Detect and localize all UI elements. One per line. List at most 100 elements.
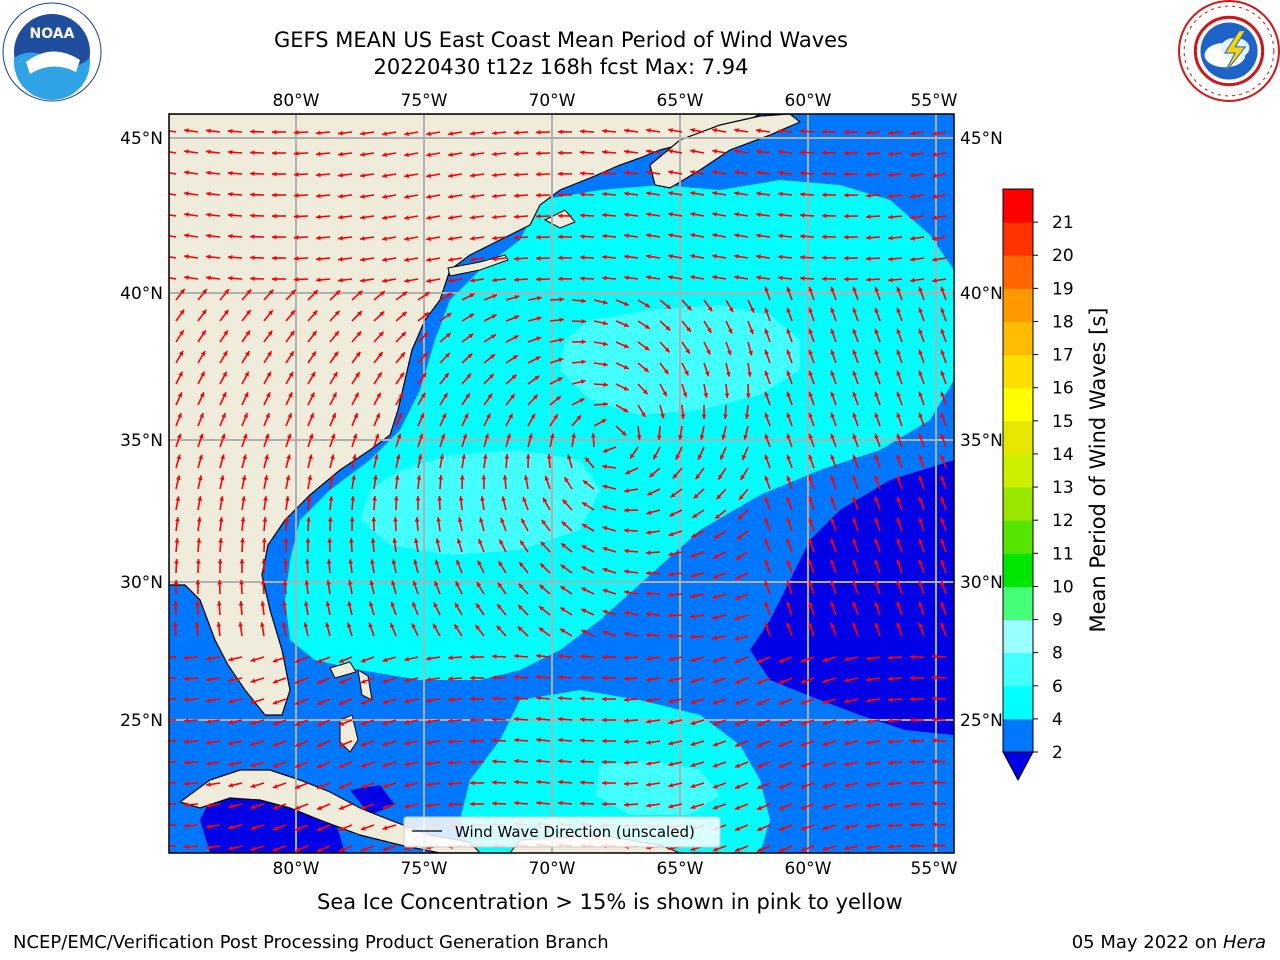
wave-direction-arrowhead <box>490 334 496 339</box>
wave-direction-arrowhead <box>162 233 167 238</box>
wave-direction-arrowhead <box>707 306 713 312</box>
wave-direction-arrowhead <box>339 847 344 852</box>
wave-direction-arrowhead <box>534 375 540 381</box>
wave-direction-arrowhead <box>448 215 453 220</box>
wave-direction-arrowhead <box>786 328 791 334</box>
wave-direction-arrowhead <box>339 742 344 747</box>
wave-direction-arrowhead <box>326 559 332 564</box>
wave-direction-arrowhead <box>349 517 355 522</box>
wave-direction-arrowhead <box>888 760 893 766</box>
wave-direction-arrowhead <box>624 548 629 554</box>
wave-direction-arrowhead <box>448 760 453 766</box>
wave-direction-arrowhead <box>910 759 915 765</box>
wave-direction-arrowhead <box>668 782 674 788</box>
wave-direction-arrowhead <box>178 371 183 377</box>
wave-direction-arrowhead <box>866 803 871 808</box>
wave-direction-arrowhead <box>295 721 300 726</box>
wave-direction-arrowhead <box>910 738 915 744</box>
wave-direction-arrowhead <box>786 496 791 502</box>
wave-direction-arrowhead <box>712 128 717 133</box>
wave-direction-arrowhead <box>456 538 462 544</box>
wave-direction-arrowhead <box>624 254 629 260</box>
wave-direction-arrowhead <box>786 307 791 313</box>
wave-direction-arrowhead <box>350 496 356 501</box>
wave-direction-arrowhead <box>404 236 409 242</box>
wave-direction-arrowhead <box>940 517 945 523</box>
wave-direction-arrowhead <box>779 658 784 663</box>
wave-direction-arrowhead <box>693 493 699 499</box>
wave-direction-arrowhead <box>580 738 585 743</box>
colorbar-tick-label: 15 <box>1052 412 1074 432</box>
wave-direction-arrowhead <box>808 559 813 565</box>
wave-direction-arrowhead <box>197 475 203 481</box>
wave-direction-arrowhead <box>800 192 805 197</box>
wave-direction-arrowhead <box>514 277 519 283</box>
wave-direction-arrowhead <box>690 148 695 154</box>
wave-direction-arrowhead <box>918 496 923 502</box>
wave-direction-arrowhead <box>448 739 453 745</box>
wave-direction-arrowhead <box>521 518 526 524</box>
wave-direction-arrowhead <box>786 286 791 292</box>
wave-direction-arrowhead <box>660 413 665 419</box>
wave-direction-arrowhead <box>539 606 544 611</box>
wave-direction-arrowhead <box>501 496 506 502</box>
wave-direction-arrowhead <box>272 234 277 240</box>
wave-direction-arrowhead <box>272 763 278 768</box>
wave-direction-arrowhead <box>918 328 923 334</box>
wave-direction-arrowhead <box>718 474 723 480</box>
wave-direction-arrowhead <box>176 433 182 439</box>
wave-direction-arrowhead <box>695 474 701 480</box>
wave-direction-arrowhead <box>404 677 410 683</box>
wave-direction-arrowhead <box>866 130 871 135</box>
wave-direction-arrowhead <box>830 286 835 292</box>
wave-direction-arrowhead <box>424 312 429 317</box>
wave-direction-arrowhead <box>499 539 504 545</box>
wave-direction-arrowhead <box>624 676 629 682</box>
wave-direction-arrowhead <box>910 780 915 786</box>
wave-direction-arrowhead <box>250 720 256 726</box>
map-legend: Wind Wave Direction (unscaled) <box>403 816 721 848</box>
wave-direction-arrowhead <box>690 720 696 726</box>
wave-direction-arrowhead <box>349 538 354 543</box>
wave-direction-arrowhead <box>492 130 497 136</box>
wave-direction-arrowhead <box>360 278 365 283</box>
wave-direction-arrowhead <box>723 414 728 419</box>
wave-direction-arrowhead <box>412 602 417 607</box>
wave-direction-arrowhead <box>239 559 245 564</box>
wave-direction-arrowhead <box>470 257 475 262</box>
land-north-america <box>169 114 761 716</box>
lat-label-left: 40°N <box>120 284 163 304</box>
wave-direction-arrowhead <box>830 307 835 313</box>
wave-direction-arrowhead <box>932 236 937 241</box>
wave-direction-arrowhead <box>940 475 945 481</box>
wave-direction-arrowhead <box>624 631 630 637</box>
wave-direction-arrowhead <box>339 658 344 663</box>
wave-direction-arrowhead <box>940 496 945 502</box>
wave-direction-arrowhead <box>434 581 439 586</box>
wave-direction-arrowhead <box>260 622 265 627</box>
wave-direction-arrowhead <box>581 629 587 635</box>
wave-direction-arrowhead <box>800 276 805 281</box>
wave-direction-arrowhead <box>162 191 167 196</box>
wave-direction-arrowhead <box>932 843 937 848</box>
wave-direction-arrowhead <box>216 601 222 606</box>
wave-direction-arrowhead <box>736 534 742 540</box>
wave-direction-arrowhead <box>448 697 453 703</box>
wave-direction-arrowhead <box>625 469 631 475</box>
wave-direction-arrowhead <box>786 622 791 628</box>
wave-direction-arrowhead <box>514 737 519 743</box>
wave-direction-arrowhead <box>228 782 234 788</box>
wave-direction-arrowhead <box>690 253 695 259</box>
wave-direction-arrowhead <box>734 170 739 175</box>
wave-direction-arrowhead <box>401 332 406 337</box>
colorbar-tick-label: 10 <box>1052 577 1074 597</box>
wave-direction-arrowhead <box>222 371 227 377</box>
wave-direction-arrowhead <box>250 129 255 134</box>
wave-direction-arrowhead <box>624 697 629 703</box>
wave-direction-arrowhead <box>624 781 629 787</box>
wave-direction-arrowhead <box>624 212 629 218</box>
wave-direction-arrowhead <box>536 737 541 743</box>
wave-direction-arrowhead <box>179 330 184 336</box>
wave-direction-arrowhead <box>338 277 343 283</box>
wave-direction-arrowhead <box>536 213 541 219</box>
